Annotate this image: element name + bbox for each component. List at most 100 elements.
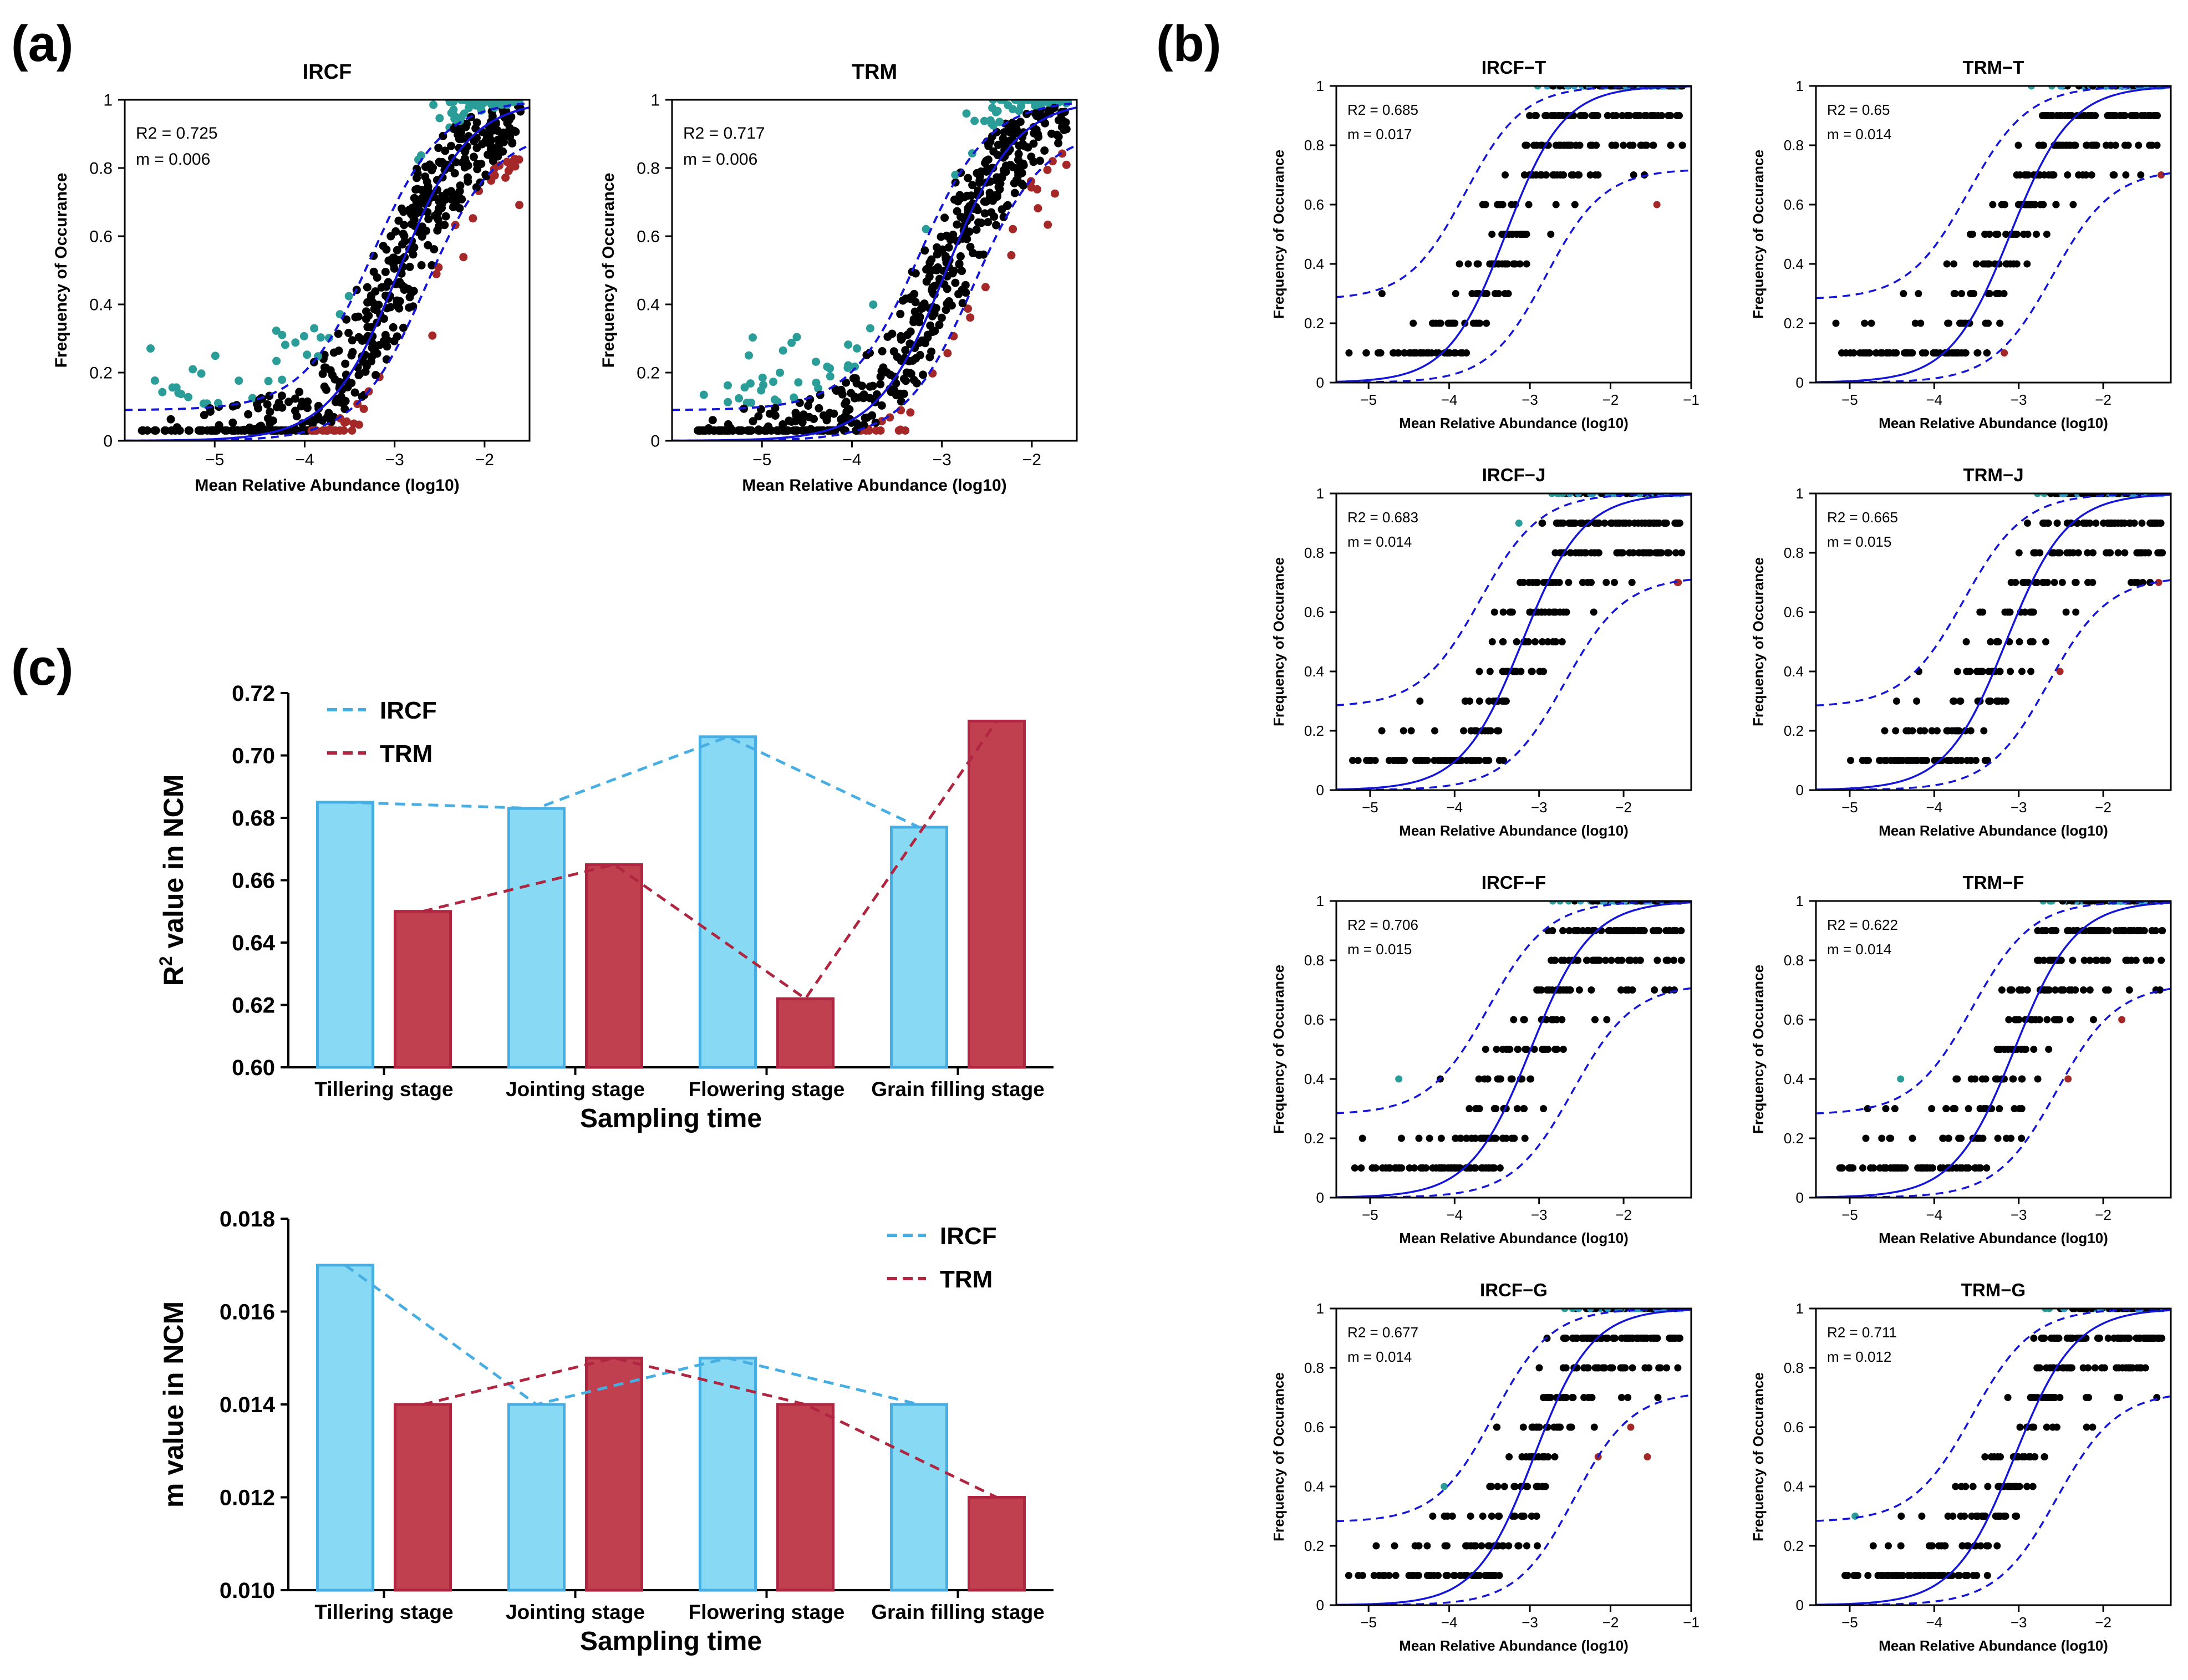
data-point xyxy=(2080,986,2087,994)
data-point xyxy=(2001,1046,2008,1053)
data-point xyxy=(1561,1335,1569,1342)
data-point xyxy=(1521,1134,1529,1142)
data-point xyxy=(1976,608,1984,616)
data-point xyxy=(1654,112,1662,119)
data-point xyxy=(389,323,398,332)
data-point xyxy=(456,181,465,190)
data-point xyxy=(237,426,246,435)
data-point xyxy=(1892,349,1900,357)
trend-line-trm xyxy=(422,720,998,1001)
data-point xyxy=(1895,1572,1902,1579)
data-point xyxy=(2027,1453,2034,1460)
x-axis-label: Mean Relative Abundance (log10) xyxy=(1879,1230,2108,1246)
upper-ci-line xyxy=(672,101,1077,411)
y-tick-label: 0.018 xyxy=(220,1207,275,1231)
data-point xyxy=(2041,1335,2048,1342)
data-point xyxy=(2159,927,2166,934)
data-point xyxy=(1948,349,1956,357)
data-point xyxy=(2018,1134,2026,1142)
data-point xyxy=(2048,901,2056,905)
trend-line-ircf xyxy=(344,1264,920,1406)
data-point xyxy=(1490,1164,1498,1172)
data-point xyxy=(995,118,1004,126)
data-point xyxy=(1469,319,1477,327)
data-point xyxy=(792,333,801,342)
y-tick-label: 0.64 xyxy=(232,931,276,955)
data-point xyxy=(1400,727,1407,735)
data-point xyxy=(2114,549,2122,557)
data-point xyxy=(1911,1572,1919,1579)
x-tick-label: −4 xyxy=(1441,1614,1458,1631)
upper-ci-line xyxy=(1816,86,2171,299)
data-point xyxy=(2041,1453,2048,1460)
data-point xyxy=(842,408,851,416)
data-point xyxy=(1514,1046,1522,1053)
data-point xyxy=(1947,757,1955,764)
data-point xyxy=(334,347,343,355)
data-point xyxy=(1519,1513,1526,1520)
data-point xyxy=(2069,201,2077,208)
data-point xyxy=(441,146,450,155)
data-point xyxy=(1490,1134,1498,1142)
data-point xyxy=(2011,1016,2019,1024)
data-point xyxy=(1538,608,1546,616)
data-point xyxy=(1523,141,1531,149)
data-point xyxy=(1008,119,1017,128)
data-point xyxy=(976,167,985,176)
data-point xyxy=(379,314,388,323)
data-point xyxy=(348,348,357,357)
y-tick-label: 0.8 xyxy=(1304,952,1324,969)
data-point xyxy=(1057,123,1066,131)
data-point xyxy=(447,187,456,196)
plot-frame xyxy=(124,99,531,442)
data-point xyxy=(999,100,1008,104)
data-point xyxy=(1530,141,1538,149)
data-point xyxy=(1417,349,1424,357)
y-tick-label: 1 xyxy=(1316,893,1324,909)
data-point xyxy=(1905,1572,1912,1579)
fit-line xyxy=(1816,1309,2171,1605)
data-point xyxy=(1918,1513,1926,1520)
x-tick-label: −3 xyxy=(1531,1206,1548,1223)
data-point xyxy=(2059,901,2067,905)
data-point xyxy=(869,300,878,309)
data-point xyxy=(435,114,444,123)
r2-annotation: R2 = 0.711 xyxy=(1827,1324,1897,1341)
data-point xyxy=(872,426,881,435)
data-point xyxy=(1897,1075,1905,1083)
data-point xyxy=(1883,349,1891,357)
data-point xyxy=(1972,757,1980,764)
data-point xyxy=(1008,105,1017,114)
data-point xyxy=(1487,1572,1494,1579)
y-tick-label: 0.4 xyxy=(1784,1478,1804,1495)
data-point xyxy=(1670,956,1678,964)
data-point xyxy=(1972,260,1980,268)
data-point xyxy=(790,393,798,402)
data-point xyxy=(508,139,517,148)
data-point xyxy=(1411,1164,1418,1172)
trend-line-trm xyxy=(422,1356,998,1499)
data-point xyxy=(1528,1513,1535,1520)
data-point xyxy=(1625,520,1633,527)
data-point xyxy=(391,227,400,236)
data-point xyxy=(1666,927,1673,934)
bar-trm xyxy=(968,1496,1026,1592)
data-point xyxy=(428,331,437,340)
data-point xyxy=(2011,1483,2018,1490)
data-point xyxy=(964,174,973,182)
data-point xyxy=(485,129,494,138)
data-point xyxy=(2027,638,2034,645)
data-point xyxy=(1437,1164,1445,1172)
data-point xyxy=(1520,579,1528,586)
data-point xyxy=(1571,201,1579,208)
data-point xyxy=(1460,727,1468,735)
data-point xyxy=(2088,1309,2095,1312)
data-point xyxy=(423,177,431,186)
data-point xyxy=(2105,520,2113,527)
data-point xyxy=(138,426,146,435)
data-point xyxy=(861,414,869,422)
data-point xyxy=(2004,1483,2012,1490)
r2-annotation: R2 = 0.685 xyxy=(1347,101,1418,118)
x-axis-label: Mean Relative Abundance (log10) xyxy=(1879,1637,2108,1654)
data-point xyxy=(2009,1075,2017,1083)
